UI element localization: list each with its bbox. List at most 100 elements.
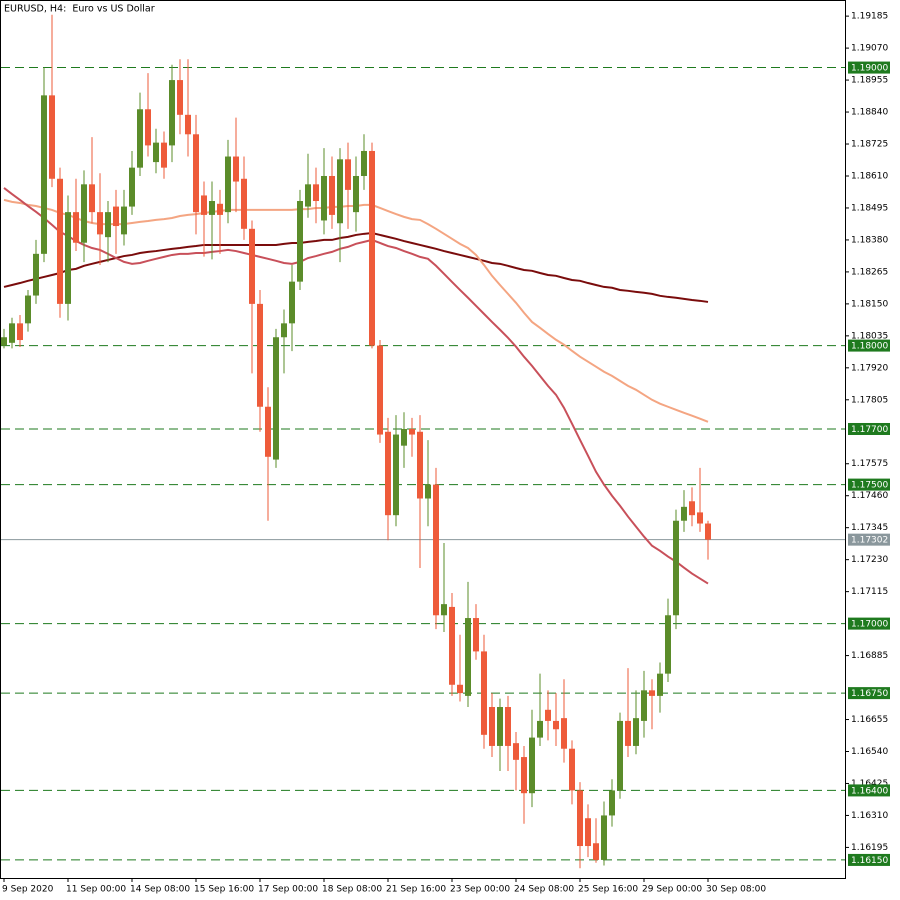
candle-body (153, 142, 159, 163)
level-box (848, 339, 890, 352)
candle-body (385, 431, 391, 516)
y-tick-label: 1.17460 (851, 491, 888, 501)
candle-body (481, 651, 487, 735)
price-axis: 1.19185 1.19070 1.18955 1.18840 1.18725 1.186… (2, 12, 890, 895)
candle-body (513, 743, 519, 760)
candle-body (625, 720, 631, 746)
candle-body (25, 295, 31, 324)
y-tick-label: 1.16540 (851, 747, 888, 757)
x-tick-label: 25 Sep 16:00 (578, 885, 638, 895)
candle-body (89, 184, 95, 213)
candle-body (561, 718, 567, 749)
x-tick-label: 17 Sep 00:00 (258, 885, 318, 895)
candle-body (113, 206, 119, 227)
x-tick-label: 29 Sep 00:00 (642, 885, 702, 895)
candle-body (601, 815, 607, 860)
x-tick-label: 30 Sep 08:00 (706, 885, 766, 895)
candle-body (617, 720, 623, 791)
candle-body (97, 212, 103, 235)
last-price-label: 1.17302 (851, 536, 888, 546)
level-box (848, 617, 890, 630)
candle-body (681, 506, 687, 521)
candle-body (185, 114, 191, 135)
level-label: 1.19000 (851, 64, 888, 74)
candle-body (585, 818, 591, 847)
y-tick-label: 1.17230 (851, 555, 888, 565)
candle-body (465, 618, 471, 696)
candle-body (689, 501, 695, 516)
candle-body (121, 206, 127, 235)
candle-body (9, 323, 15, 343)
candle-body (593, 843, 599, 860)
level-label: 1.17700 (851, 425, 888, 435)
candle-body (161, 142, 167, 168)
x-tick-label: 21 Sep 16:00 (386, 885, 446, 895)
candle-body (353, 175, 359, 213)
candle-body (329, 175, 335, 215)
level-box (848, 853, 890, 866)
level-label: 1.17000 (851, 620, 888, 630)
y-tick-label: 1.17920 (851, 363, 888, 373)
candle-body (473, 618, 479, 652)
y-tick-label: 1.16655 (851, 715, 888, 725)
candle-body (577, 790, 583, 847)
candle-body (137, 109, 143, 168)
candle-body (177, 80, 183, 115)
y-tick-label: 1.18955 (851, 76, 888, 86)
x-tick-label: 11 Sep 00:00 (66, 885, 126, 895)
candle-body (369, 150, 375, 346)
candle-body (257, 303, 263, 407)
candle-body (129, 167, 135, 207)
y-tick-label: 1.18725 (851, 140, 888, 150)
candle-body (377, 345, 383, 435)
candle-body (401, 428, 407, 446)
candle-body (697, 512, 703, 524)
candle-body (297, 201, 303, 282)
candle-body (1, 337, 7, 346)
moving-average-line (3, 231, 709, 303)
candle-body (569, 748, 575, 791)
candle-body (105, 212, 111, 238)
y-tick-label: 1.18150 (851, 299, 888, 309)
last-price-box (848, 533, 890, 546)
candle-body (665, 615, 671, 674)
level-box (848, 687, 890, 700)
candle-body (545, 709, 551, 721)
candle-body (705, 523, 711, 540)
y-tick-label: 1.17575 (851, 459, 888, 469)
y-tick-label: 1.17115 (851, 587, 888, 597)
levels (1, 67, 845, 861)
candle-body (489, 707, 495, 746)
candle-body (49, 95, 55, 179)
level-box (848, 478, 890, 491)
x-tick-label: 15 Sep 16:00 (194, 885, 254, 895)
candle-body (281, 323, 287, 338)
candle-body (673, 520, 679, 616)
candle-body (41, 95, 47, 254)
y-tick-label: 1.18840 (851, 108, 888, 118)
candle-body (441, 604, 447, 616)
candle-body (249, 228, 255, 304)
x-tick-label: 9 Sep 2020 (2, 885, 54, 895)
candle-body (33, 253, 39, 296)
y-tick-label: 1.18380 (851, 235, 888, 245)
candle-body (641, 690, 647, 721)
level-label: 1.18000 (851, 342, 888, 352)
level-label: 1.17500 (851, 481, 888, 491)
candle-body (57, 178, 63, 304)
level-box (848, 61, 890, 74)
x-tick-label: 14 Sep 08:00 (130, 885, 190, 895)
x-tick-label: 23 Sep 00:00 (450, 885, 510, 895)
candle-body (313, 184, 319, 202)
candle-body (169, 80, 175, 146)
chart-title: EURUSD, H4: Euro vs US Dollar (4, 4, 155, 15)
candle-body (225, 156, 231, 213)
level-box (848, 422, 890, 435)
candle-body (449, 606, 455, 685)
x-tick-label: 18 Sep 08:00 (322, 885, 382, 895)
candle-body (409, 428, 415, 435)
y-tick-label: 1.19070 (851, 44, 888, 54)
candle-body (633, 718, 639, 746)
y-tick-label: 1.16885 (851, 651, 888, 661)
